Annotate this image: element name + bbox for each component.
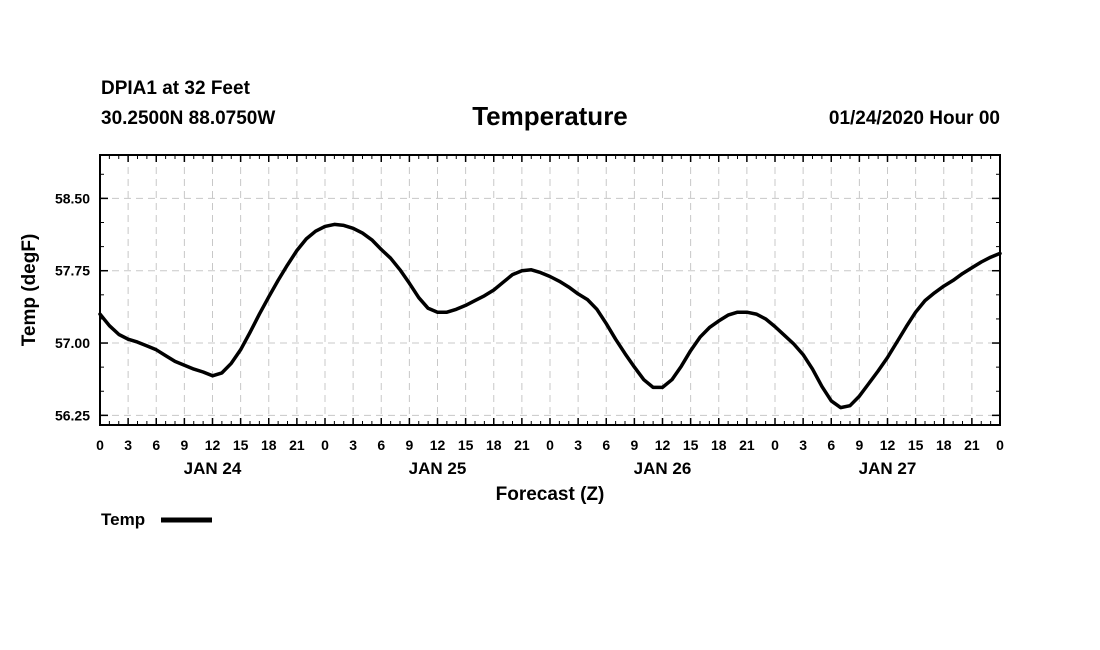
- station-label: DPIA1 at 32 Feet: [101, 78, 251, 99]
- station-coords: 30.2500N 88.0750W: [101, 108, 275, 129]
- x-tick-label: 21: [289, 437, 305, 453]
- x-day-label: JAN 27: [859, 459, 917, 478]
- x-tick-label: 18: [936, 437, 952, 453]
- x-tick-label: 18: [711, 437, 727, 453]
- x-tick-label: 3: [349, 437, 357, 453]
- x-day-label: JAN 25: [409, 459, 467, 478]
- legend-label: Temp: [101, 510, 145, 529]
- x-tick-label: 18: [486, 437, 502, 453]
- x-tick-label: 0: [96, 437, 104, 453]
- x-tick-label: 3: [124, 437, 132, 453]
- x-tick-label: 18: [261, 437, 277, 453]
- x-tick-label: 12: [655, 437, 671, 453]
- y-tick-label: 56.25: [55, 407, 90, 423]
- x-tick-label: 15: [683, 437, 699, 453]
- x-tick-label: 9: [180, 437, 188, 453]
- x-tick-label: 6: [152, 437, 160, 453]
- x-tick-label: 12: [430, 437, 446, 453]
- y-axis: 56.25 57.00 57.75 58.50: [55, 173, 1000, 423]
- x-axis-label: Forecast (Z): [496, 484, 605, 505]
- chart-title: Temperature: [472, 101, 628, 131]
- x-tick-label: 21: [514, 437, 530, 453]
- series-line-temp: [98, 222, 1002, 410]
- x-tick-label: 15: [233, 437, 249, 453]
- x-tick-label: 21: [739, 437, 755, 453]
- x-day-label: JAN 24: [184, 459, 242, 478]
- grid-lines: [100, 155, 1000, 425]
- x-tick-label: 21: [964, 437, 980, 453]
- x-tick-label: 9: [630, 437, 638, 453]
- x-tick-label: 0: [546, 437, 554, 453]
- y-tick-label: 57.00: [55, 335, 90, 351]
- y-tick-label: 58.50: [55, 190, 90, 206]
- x-tick-label: 9: [405, 437, 413, 453]
- x-tick-label: 15: [908, 437, 924, 453]
- x-tick-label: 3: [574, 437, 582, 453]
- x-tick-label: 15: [458, 437, 474, 453]
- x-tick-label: 0: [996, 437, 1004, 453]
- x-tick-label: 0: [771, 437, 779, 453]
- forecast-datetime: 01/24/2020 Hour 00: [829, 108, 1000, 129]
- x-tick-label: 9: [855, 437, 863, 453]
- y-axis-label: Temp (degF): [19, 234, 40, 347]
- y-tick-label: 57.75: [55, 263, 90, 279]
- plot-frame: [99, 154, 1001, 426]
- x-tick-label: 6: [602, 437, 610, 453]
- legend: Temp: [101, 510, 212, 529]
- x-tick-label: 0: [321, 437, 329, 453]
- x-tick-label: 12: [205, 437, 221, 453]
- x-tick-label: 6: [827, 437, 835, 453]
- x-day-label: JAN 26: [634, 459, 692, 478]
- x-tick-label: 6: [377, 437, 385, 453]
- x-tick-label: 12: [880, 437, 896, 453]
- series-group: [98, 222, 1002, 410]
- x-tick-label: 3: [799, 437, 807, 453]
